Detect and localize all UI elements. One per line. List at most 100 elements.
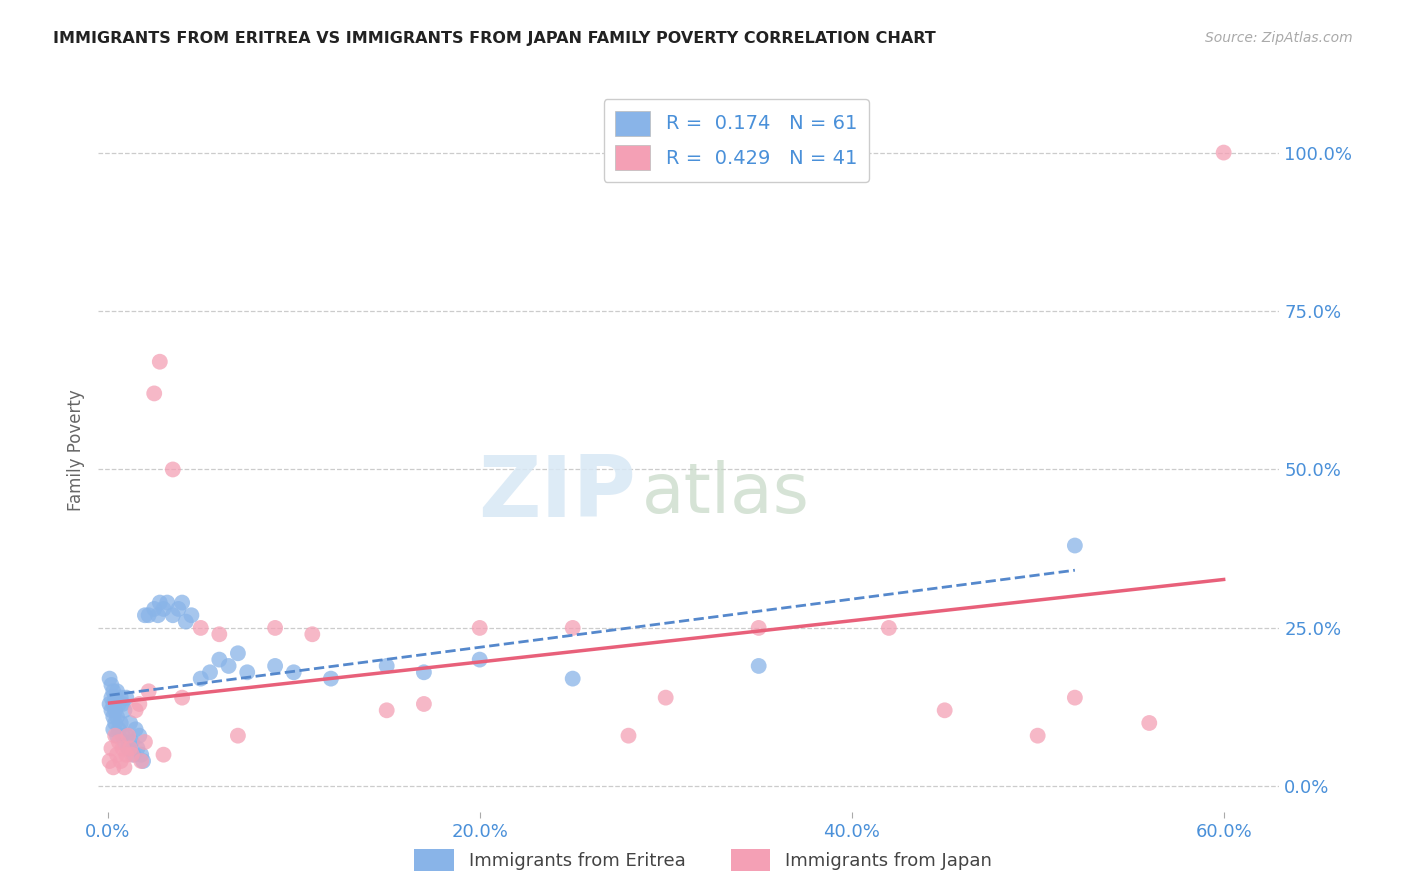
- Point: [1063, 690, 1085, 705]
- Point: [748, 659, 770, 673]
- Point: [100, 741, 122, 756]
- Point: [105, 729, 128, 743]
- Point: [934, 703, 956, 717]
- Point: [111, 741, 134, 756]
- Text: ZIP: ZIP: [478, 452, 636, 535]
- Text: IMMIGRANTS FROM ERITREA VS IMMIGRANTS FROM JAPAN FAMILY POVERTY CORRELATION CHAR: IMMIGRANTS FROM ERITREA VS IMMIGRANTS FR…: [53, 31, 936, 46]
- Point: [103, 760, 125, 774]
- Point: [167, 602, 190, 616]
- Point: [375, 659, 398, 673]
- Point: [103, 697, 125, 711]
- Point: [100, 678, 122, 692]
- Point: [114, 760, 136, 774]
- Point: [129, 754, 152, 768]
- Point: [100, 690, 122, 705]
- Point: [105, 684, 128, 698]
- Point: [561, 672, 583, 686]
- Point: [654, 690, 676, 705]
- Point: [412, 697, 434, 711]
- Point: [218, 659, 240, 673]
- Point: [198, 665, 221, 680]
- Text: Source: ZipAtlas.com: Source: ZipAtlas.com: [1205, 31, 1353, 45]
- Point: [127, 741, 149, 756]
- Point: [190, 672, 212, 686]
- Point: [208, 627, 231, 641]
- Point: [98, 754, 121, 768]
- Point: [105, 747, 128, 762]
- Point: [103, 709, 125, 723]
- Point: [115, 729, 138, 743]
- Point: [104, 729, 127, 743]
- Point: [174, 615, 197, 629]
- Point: [128, 729, 150, 743]
- Point: [1137, 716, 1160, 731]
- Point: [149, 355, 172, 369]
- Point: [1212, 145, 1234, 160]
- Legend: Immigrants from Eritrea, Immigrants from Japan: Immigrants from Eritrea, Immigrants from…: [408, 842, 998, 879]
- Point: [172, 690, 194, 705]
- Point: [468, 652, 491, 666]
- Point: [105, 709, 128, 723]
- Point: [98, 672, 121, 686]
- Point: [877, 621, 900, 635]
- Point: [226, 646, 249, 660]
- Text: atlas: atlas: [641, 460, 810, 527]
- Point: [108, 697, 131, 711]
- Point: [121, 747, 143, 762]
- Y-axis label: Family Poverty: Family Poverty: [67, 390, 86, 511]
- Point: [301, 627, 323, 641]
- Point: [115, 690, 138, 705]
- Legend: R =  0.174   N = 61, R =  0.429   N = 41: R = 0.174 N = 61, R = 0.429 N = 41: [603, 99, 869, 182]
- Point: [103, 684, 125, 698]
- Point: [468, 621, 491, 635]
- Point: [111, 697, 134, 711]
- Point: [110, 754, 132, 768]
- Point: [162, 462, 184, 476]
- Point: [162, 608, 184, 623]
- Point: [122, 747, 145, 762]
- Point: [108, 723, 131, 737]
- Point: [111, 729, 134, 743]
- Point: [114, 735, 136, 749]
- Point: [208, 652, 231, 666]
- Point: [114, 703, 136, 717]
- Point: [134, 735, 156, 749]
- Point: [1026, 729, 1049, 743]
- Point: [108, 735, 131, 749]
- Point: [117, 729, 139, 743]
- Point: [1063, 539, 1085, 553]
- Point: [375, 703, 398, 717]
- Point: [180, 608, 202, 623]
- Point: [172, 596, 194, 610]
- Point: [143, 386, 166, 401]
- Point: [226, 729, 249, 743]
- Point: [124, 723, 146, 737]
- Point: [143, 602, 166, 616]
- Point: [138, 608, 160, 623]
- Point: [100, 703, 122, 717]
- Point: [118, 741, 141, 756]
- Point: [156, 596, 179, 610]
- Point: [129, 747, 152, 762]
- Point: [264, 621, 287, 635]
- Point: [149, 596, 172, 610]
- Point: [748, 621, 770, 635]
- Point: [561, 621, 583, 635]
- Point: [264, 659, 287, 673]
- Point: [152, 747, 174, 762]
- Point: [190, 621, 212, 635]
- Point: [110, 716, 132, 731]
- Point: [412, 665, 434, 680]
- Point: [134, 608, 156, 623]
- Point: [98, 697, 121, 711]
- Point: [138, 684, 160, 698]
- Point: [118, 716, 141, 731]
- Point: [104, 703, 127, 717]
- Point: [121, 735, 143, 749]
- Point: [104, 716, 127, 731]
- Point: [283, 665, 305, 680]
- Point: [117, 741, 139, 756]
- Point: [319, 672, 342, 686]
- Point: [115, 747, 138, 762]
- Point: [103, 723, 125, 737]
